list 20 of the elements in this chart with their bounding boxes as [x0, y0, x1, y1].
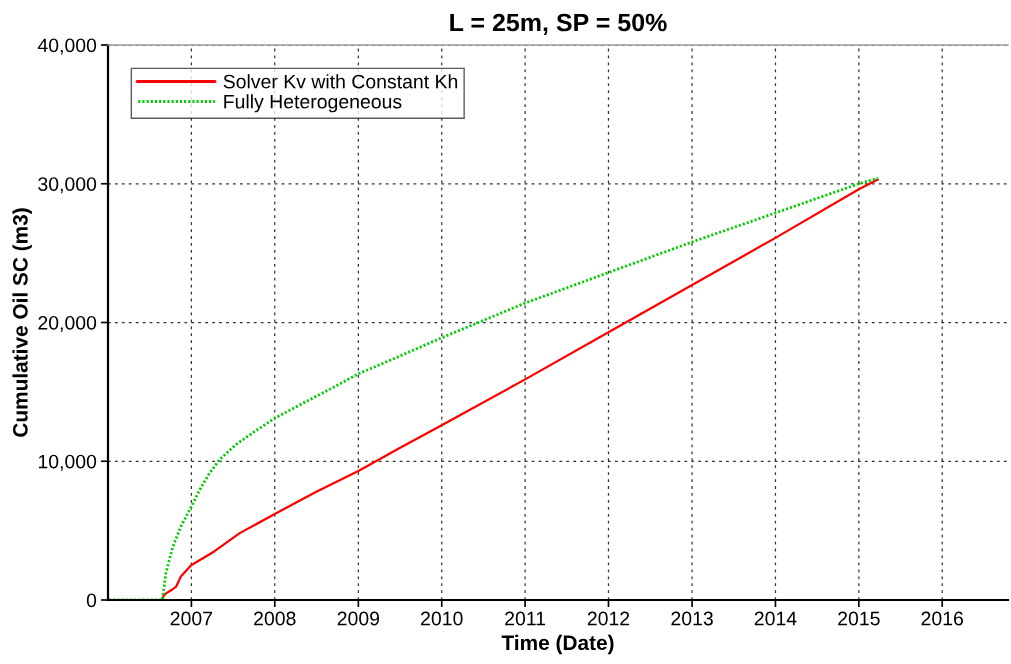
x-tick-label: 2009 [337, 611, 380, 626]
x-tick-label: 2016 [921, 611, 963, 626]
y-tick-label: 10,000 [38, 454, 97, 471]
x-tick-label: 2012 [587, 611, 630, 626]
legend-label: Solver Kv with Constant Kh [223, 74, 458, 89]
y-tick-label: 40,000 [37, 38, 97, 55]
legend-label: Fully Heterogeneous [224, 94, 402, 113]
x-tick-label: 2015 [838, 611, 880, 626]
y-axis-title: Cumulative Oil SC (m3) [12, 208, 32, 437]
x-tick-label: 2010 [421, 611, 463, 626]
chart-title: L = 25m, SP = 50% [450, 13, 667, 35]
y-tick-label: 30,000 [38, 177, 97, 194]
x-tick-label: 2014 [754, 611, 797, 626]
x-tick-label: 2011 [505, 611, 546, 626]
x-tick-label: 2008 [254, 611, 296, 626]
x-axis-title: Time (Date) [501, 634, 614, 655]
x-tick-label: 2007 [170, 611, 213, 626]
y-tick-label: 20,000 [38, 315, 97, 333]
x-tick-label: 2013 [671, 611, 713, 626]
y-tick-label: 0 [86, 593, 97, 608]
